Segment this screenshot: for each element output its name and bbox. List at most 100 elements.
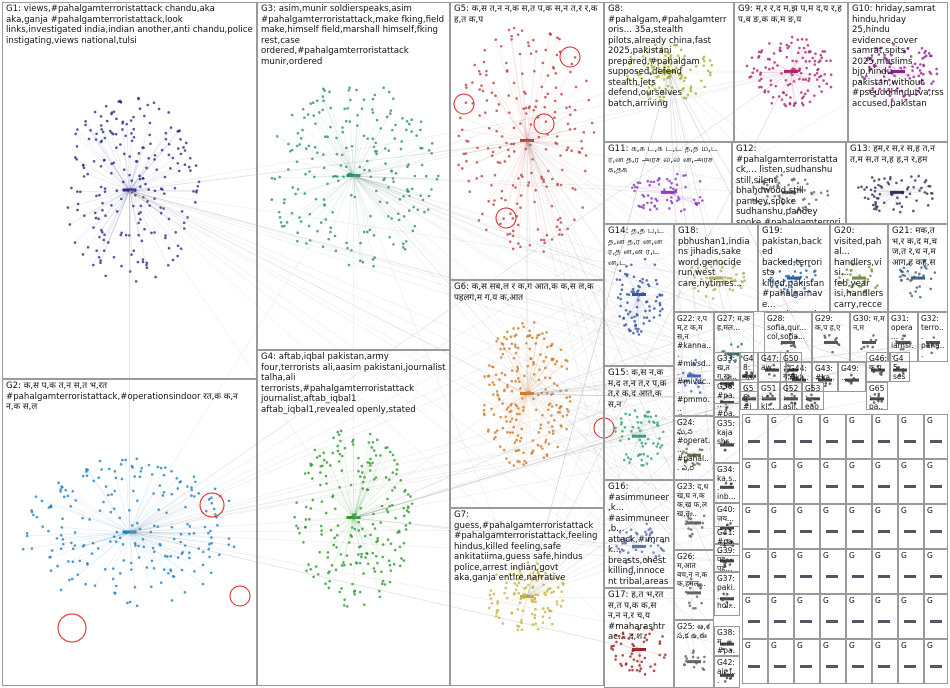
node (121, 121, 124, 125)
node (391, 503, 394, 507)
node (494, 94, 497, 98)
node (68, 223, 72, 226)
node (490, 154, 494, 158)
edge (353, 175, 401, 200)
node (346, 605, 349, 608)
node (86, 563, 89, 566)
node (314, 565, 318, 568)
edge (352, 517, 354, 528)
node (78, 190, 82, 194)
node (64, 488, 67, 492)
edge (353, 504, 393, 519)
edge (353, 175, 410, 197)
node (328, 579, 332, 583)
node (349, 563, 353, 566)
node (130, 139, 134, 143)
node (328, 90, 331, 94)
node (209, 529, 212, 533)
node (73, 156, 77, 159)
small-group-box: G (742, 459, 768, 504)
node (97, 476, 101, 480)
node (492, 203, 495, 206)
node (188, 551, 191, 555)
node (361, 260, 365, 264)
node (126, 601, 129, 605)
node (366, 230, 369, 234)
node (419, 128, 422, 132)
node (71, 490, 75, 493)
edge (103, 190, 130, 251)
node (70, 577, 74, 581)
node (70, 186, 73, 190)
node (566, 146, 570, 149)
node (482, 60, 486, 64)
node (402, 541, 406, 545)
node (555, 142, 559, 145)
node (62, 542, 65, 546)
edge (129, 190, 169, 266)
node (500, 196, 503, 200)
node (110, 111, 114, 115)
node (348, 120, 352, 123)
small-group-label: G (797, 641, 803, 650)
edge (129, 509, 159, 533)
small-group-box: G (898, 504, 924, 549)
node (112, 507, 116, 510)
edge (526, 140, 553, 207)
node (164, 236, 167, 240)
node (379, 127, 383, 130)
edge (312, 102, 354, 177)
edge (84, 532, 130, 546)
group-label: G20: visited,pahal... handlers,visi... f… (834, 226, 884, 311)
small-group-label: G (901, 551, 907, 560)
node (386, 497, 389, 501)
node (318, 111, 321, 114)
node (515, 202, 519, 205)
node (186, 522, 189, 526)
node (395, 472, 398, 476)
node (115, 584, 118, 588)
node (398, 564, 402, 568)
node (504, 198, 507, 202)
group-box: G10: hriday,samrat hindu,hriday 25,hindu… (848, 2, 948, 142)
node (75, 157, 78, 161)
group-box: G9: म,र र,द म,झ प,म द,य र,ह प,ब ङ,क क,म … (734, 2, 848, 142)
edge (110, 532, 130, 542)
small-group-label: G (771, 641, 777, 650)
node (113, 470, 117, 473)
node (49, 505, 52, 508)
edge (125, 459, 130, 533)
node (217, 553, 221, 557)
edge (76, 159, 130, 191)
group-label: G24: ఘ,న #operat... #pahal... ఎ,ర (677, 418, 711, 472)
node (374, 454, 378, 457)
edge (526, 140, 539, 230)
node (105, 119, 109, 123)
node (134, 544, 137, 547)
node (319, 465, 323, 468)
edge (309, 517, 354, 520)
hub-node (122, 530, 137, 534)
edge (271, 175, 354, 179)
node (384, 446, 387, 450)
node (526, 41, 530, 44)
edge (353, 175, 389, 217)
node (137, 221, 140, 225)
node (371, 111, 375, 114)
node (321, 95, 325, 98)
node (190, 494, 193, 497)
edge (103, 190, 130, 241)
group-box: G19: pakistan,backed backed,terrorists k… (758, 224, 830, 312)
small-group-label: G (927, 506, 933, 515)
node (332, 543, 336, 547)
node (103, 158, 106, 162)
group-box: G49: ... (838, 362, 866, 392)
node (130, 132, 133, 135)
node (406, 493, 410, 496)
group-box: G24: ఘ,న #operat... #pahal... ఎ,ర (674, 416, 714, 480)
node (162, 207, 165, 210)
node (93, 211, 97, 215)
node (122, 559, 126, 562)
edge (62, 532, 130, 540)
node (553, 99, 557, 103)
